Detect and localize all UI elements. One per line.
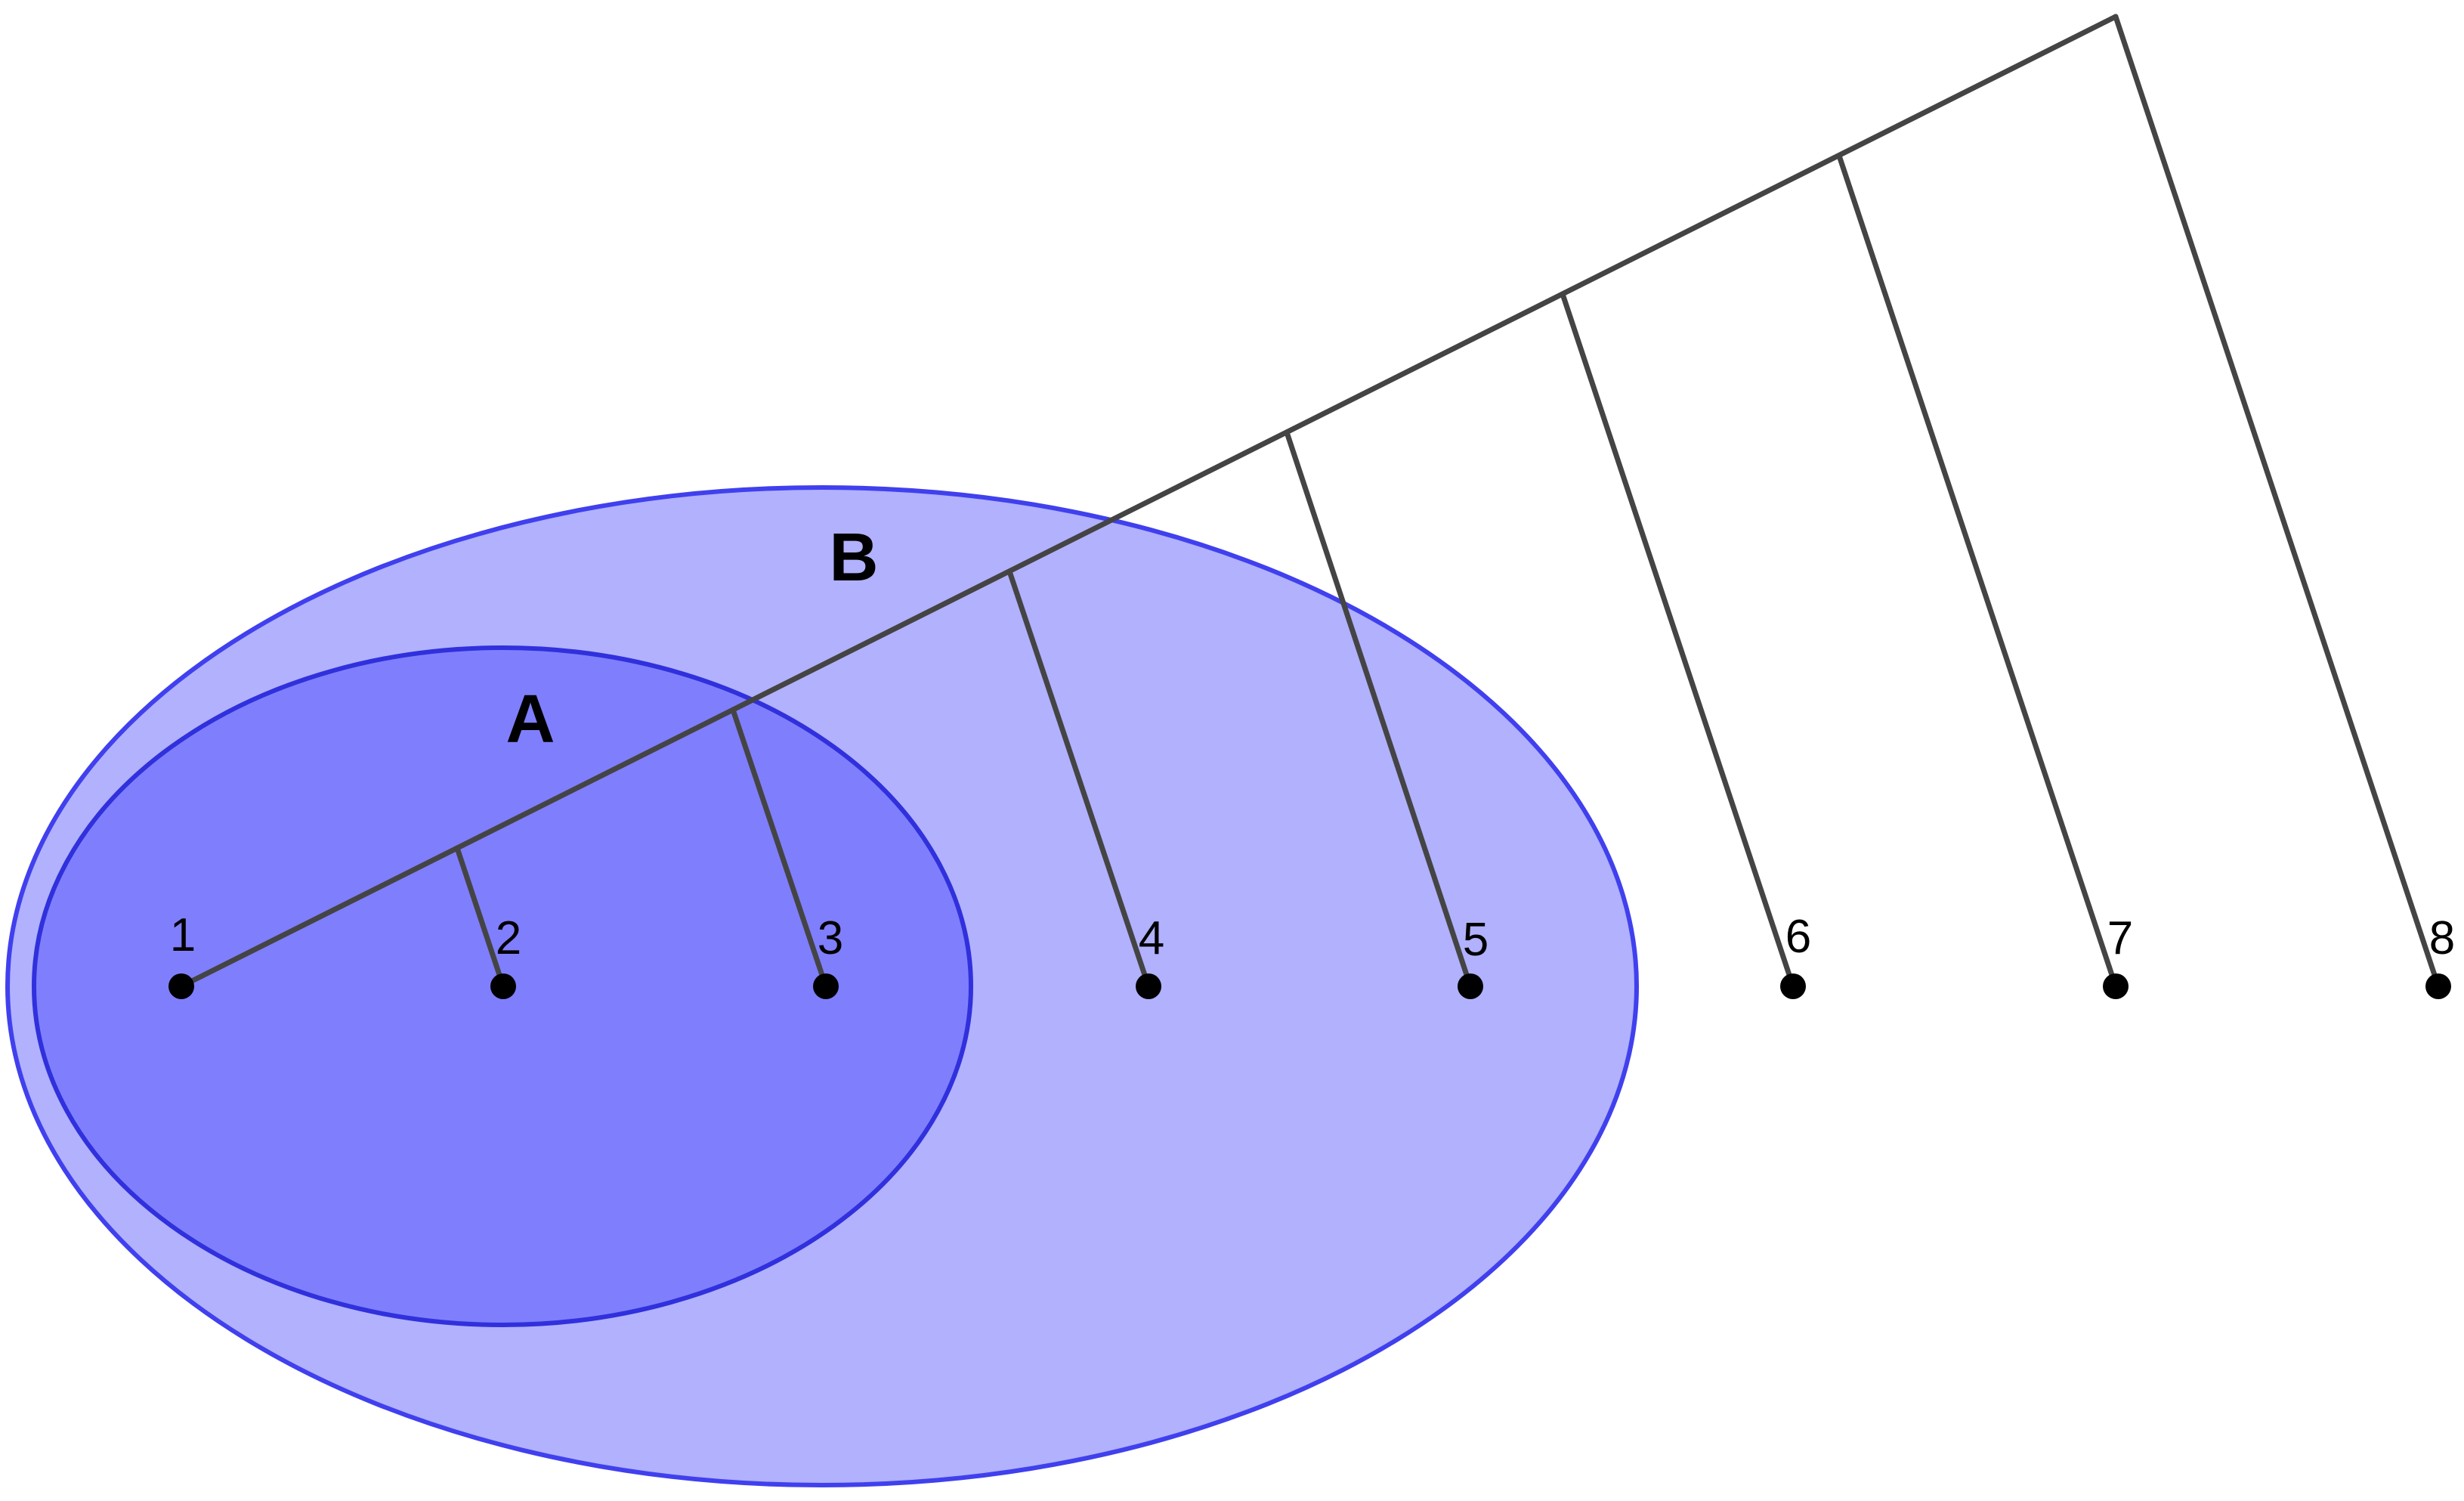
leaf-label-7: 7 [2107, 912, 2133, 964]
leaf-dot-3 [813, 973, 839, 999]
leaf-dot-7 [2103, 973, 2129, 999]
set-a-label: A [506, 682, 555, 757]
leaf-label-4: 4 [1139, 912, 1164, 964]
leaf-label-2: 2 [496, 912, 521, 964]
tree-spine [178, 14, 2119, 989]
leaf-dot-4 [1136, 973, 1161, 999]
leaf-dot-8 [2425, 973, 2451, 999]
branch-leaf-2 [454, 845, 506, 989]
leaf-dot-2 [490, 973, 516, 999]
branch-leaf-4 [1006, 568, 1152, 989]
branch-leaf-5 [1284, 429, 1473, 989]
branch-leaf-3 [730, 707, 829, 989]
set-b-label: B [830, 520, 879, 596]
leaf-dot-6 [1780, 973, 1806, 999]
leaf-label-3: 3 [818, 912, 843, 964]
leaf-dot-5 [1458, 973, 1483, 999]
leaf-label-6: 6 [1785, 911, 1811, 963]
branch-leaf-7 [1836, 153, 2119, 989]
branch-leaf-6 [1560, 291, 1796, 989]
leaf-label-8: 8 [2429, 912, 2455, 964]
branch-leaf-8 [2113, 14, 2441, 989]
leaf-label-5: 5 [1463, 914, 1489, 966]
leaf-label-1: 1 [170, 909, 196, 961]
leaf-dot-1 [168, 973, 194, 999]
